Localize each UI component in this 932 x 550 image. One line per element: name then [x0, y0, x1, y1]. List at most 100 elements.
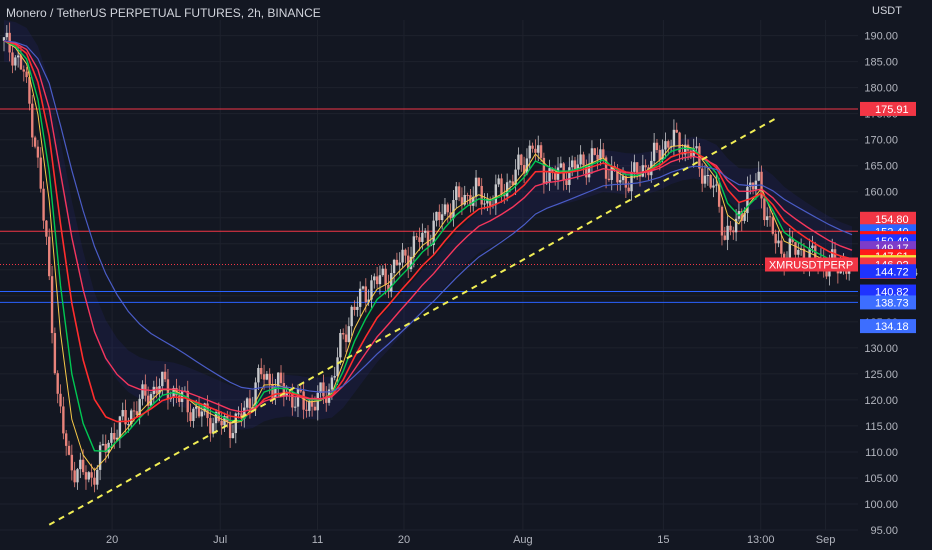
candle-body: [347, 326, 351, 343]
candle-body: [2, 37, 6, 41]
candle-body: [370, 280, 373, 300]
candle-body: [299, 389, 302, 392]
candle-body: [25, 71, 28, 78]
candle-body: [514, 169, 517, 186]
candle-body: [113, 432, 116, 440]
price-label-text: 154.80: [875, 214, 909, 226]
price-label-text: 134.18: [875, 321, 909, 333]
candle-body: [135, 411, 139, 415]
candle-body: [373, 276, 376, 281]
candle-body: [98, 445, 102, 470]
price-label-text: 138.73: [875, 297, 909, 309]
candle-body: [209, 418, 212, 434]
candle-body: [87, 472, 90, 480]
candle-body: [768, 216, 772, 218]
candle-body: [568, 167, 571, 186]
y-tick-label: 130.00: [864, 343, 898, 355]
candle-body: [559, 163, 563, 168]
candle-body: [607, 178, 611, 180]
candle-body: [757, 171, 760, 181]
candle-body: [689, 150, 693, 158]
candle-body: [288, 391, 291, 393]
chart-title: Monero / TetherUS PERPETUAL FUTURES, 2h,…: [6, 6, 321, 20]
candle-body: [664, 141, 667, 150]
price-label-box: [860, 264, 916, 279]
y-tick-label: 180.00: [864, 83, 898, 95]
candle-body: [395, 259, 399, 266]
candle-body: [655, 142, 659, 151]
candle-body: [825, 267, 828, 277]
candle-body: [531, 145, 534, 149]
candle-body: [200, 411, 204, 417]
candle-body: [285, 391, 288, 396]
candle-body: [33, 137, 37, 147]
y-tick-label: 125.00: [864, 369, 898, 381]
candle-body: [240, 413, 243, 419]
candle-body: [257, 367, 260, 383]
candle-body: [96, 469, 99, 485]
candle-body: [774, 233, 777, 244]
candle-body: [585, 165, 588, 178]
moving-averages: [3, 40, 853, 472]
candle-body: [90, 472, 93, 478]
x-tick-label: 20: [398, 534, 410, 546]
candle-body: [189, 412, 192, 422]
candle-body: [505, 182, 509, 197]
candle-body: [378, 275, 382, 285]
candle-body: [440, 214, 444, 221]
candle-body: [53, 333, 57, 374]
candle-body: [802, 248, 806, 265]
candle-body: [551, 168, 554, 173]
candle-body: [375, 276, 379, 285]
candle-body: [192, 408, 195, 422]
candle-body: [67, 445, 71, 455]
candle-body: [599, 149, 602, 160]
candle-body: [220, 420, 223, 426]
candle-body: [743, 213, 746, 221]
candle-body: [81, 459, 85, 473]
candle-body: [443, 204, 447, 215]
candle-body: [644, 165, 647, 168]
candle-body: [367, 299, 370, 302]
candle-body: [353, 306, 356, 310]
candle-body: [777, 240, 780, 244]
candle-body: [627, 187, 630, 192]
candle-body: [517, 154, 520, 170]
time-axis[interactable]: 20 Jul 11 20 Aug 15 13:00 Sep: [106, 534, 835, 546]
candle-body: [130, 410, 133, 425]
price-label-box: [860, 284, 916, 299]
candle-body: [291, 392, 294, 408]
candle-body: [729, 225, 732, 231]
candle-body: [709, 175, 712, 188]
y-tick-label: 110.00: [865, 447, 898, 459]
candle-body: [265, 373, 269, 380]
candle-body: [734, 218, 738, 233]
candle-body: [163, 371, 167, 380]
x-tick-label: Aug: [513, 534, 533, 546]
price-label-box: [860, 101, 916, 116]
candle-body: [93, 477, 96, 485]
candle-body: [477, 177, 481, 186]
candle-body: [766, 216, 769, 221]
x-tick-label: Jul: [213, 534, 227, 546]
candle-body: [703, 175, 707, 184]
candle-body: [358, 288, 362, 307]
candle-body: [262, 374, 266, 380]
candle-body: [5, 32, 9, 38]
candle-body: [73, 470, 76, 483]
candle-body: [415, 236, 418, 238]
candle-body: [579, 154, 582, 165]
candle-body: [508, 181, 512, 183]
candle-body: [310, 400, 314, 407]
candle-body: [84, 472, 88, 480]
candle-body: [325, 396, 328, 403]
candle-body: [576, 164, 580, 170]
candle-body: [788, 238, 792, 258]
ema-line: [3, 40, 853, 472]
candle-body: [833, 249, 837, 263]
candle-body: [350, 306, 353, 327]
candle-body: [590, 148, 594, 164]
y-tick-label: 190.00: [864, 31, 898, 43]
